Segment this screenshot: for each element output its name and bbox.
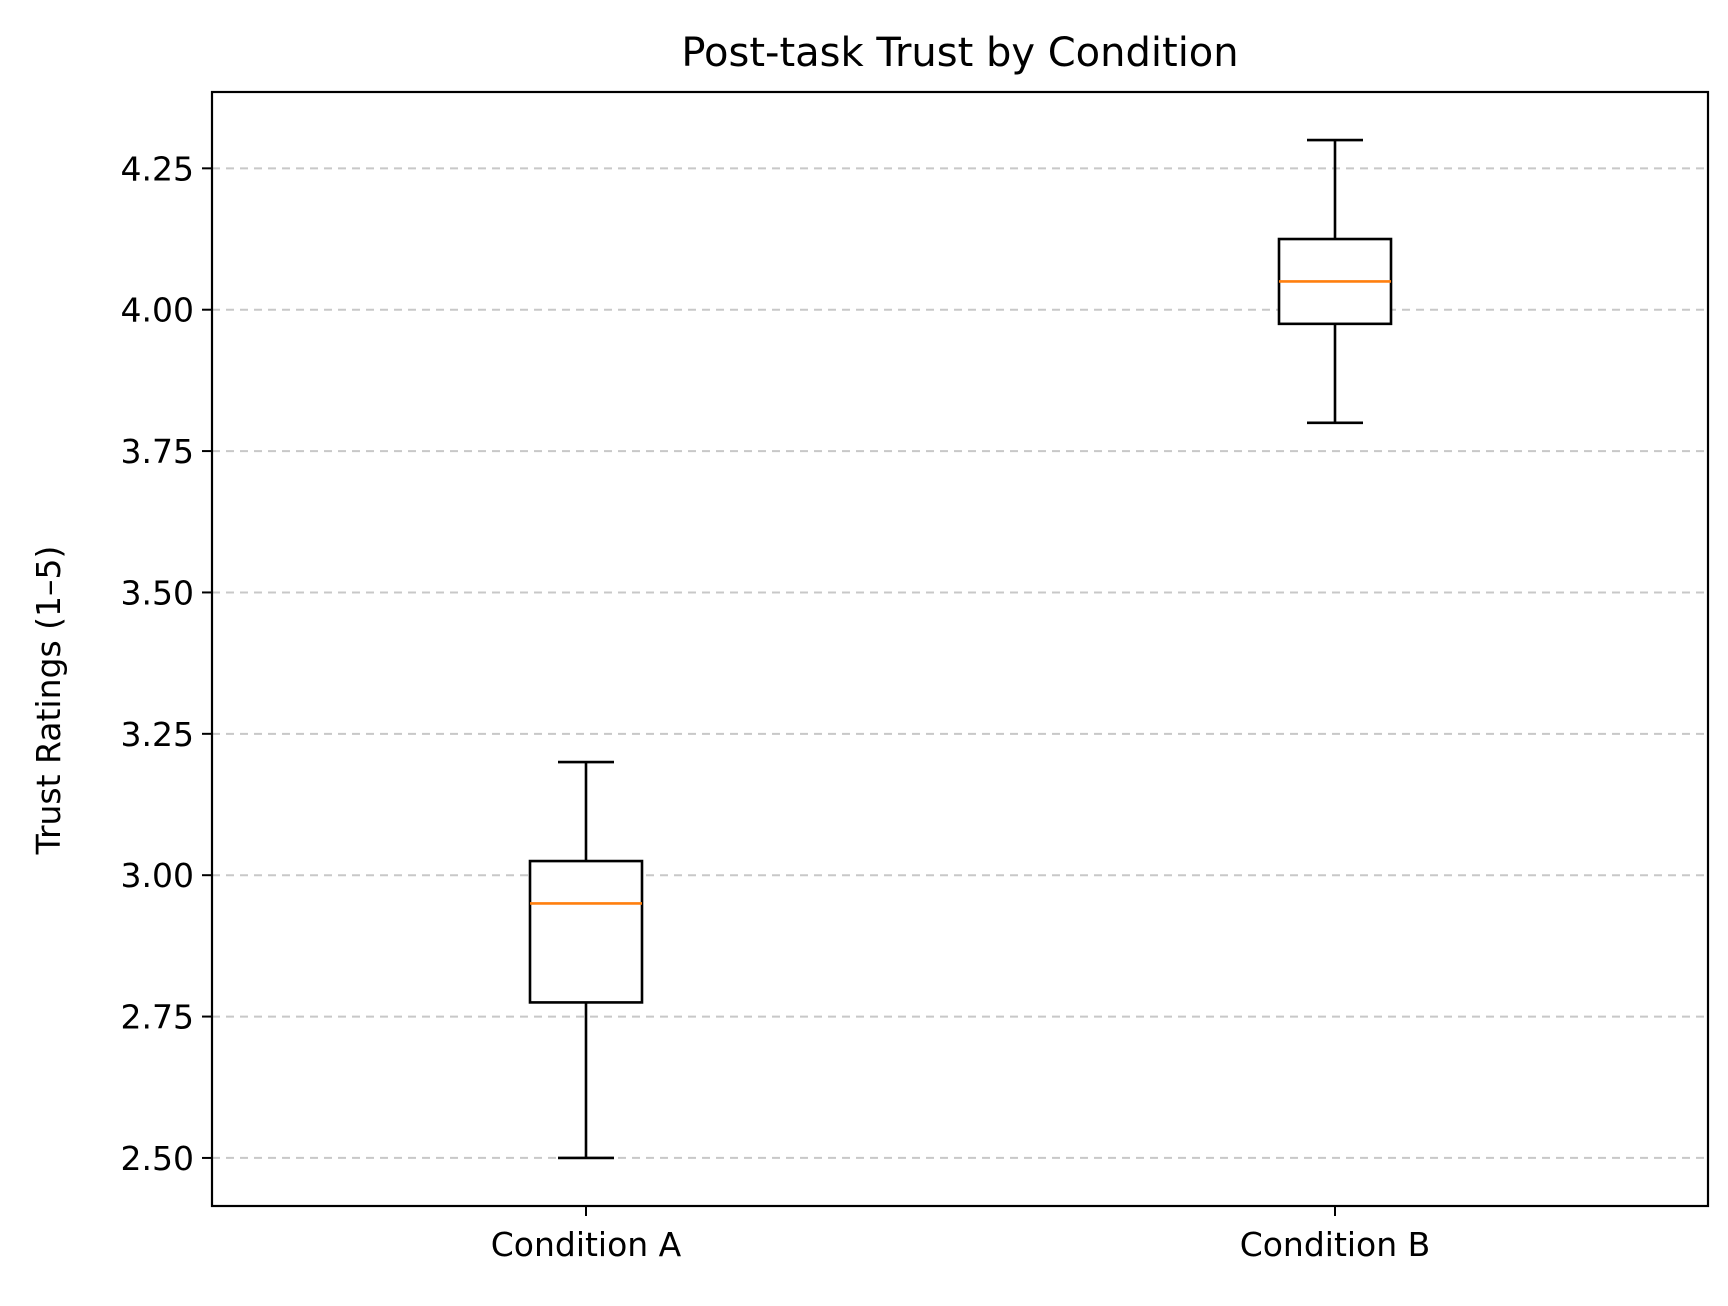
- y-tick-label: 4.25: [121, 149, 194, 188]
- chart-title: Post-task Trust by Condition: [681, 30, 1238, 76]
- y-tick-label: 3.75: [121, 432, 194, 471]
- box-plots: [528, 138, 1393, 1160]
- box-plot: [528, 760, 644, 1160]
- y-axis-label: Trust Ratings (1–5): [29, 546, 68, 856]
- plot-frame: [210, 90, 1710, 1208]
- y-axis-ticks: 2.50 2.75 3.00 3.25 3.50 3.75 4.00 4.25: [121, 149, 212, 1178]
- y-tick-label: 3.25: [121, 715, 194, 754]
- grid-lines: [212, 167, 1708, 1159]
- y-tick-label: 2.50: [121, 1139, 194, 1178]
- box-plot: [1277, 138, 1393, 425]
- y-tick-label: 3.00: [121, 856, 194, 895]
- iqr-box: [528, 859, 644, 1004]
- x-tick-label: Condition B: [1240, 1225, 1431, 1264]
- y-tick-label: 2.75: [121, 998, 194, 1037]
- x-tick-label: Condition A: [491, 1225, 682, 1264]
- x-axis-ticks: Condition A Condition B: [491, 1206, 1431, 1264]
- y-tick-label: 3.50: [121, 573, 194, 612]
- y-tick-label: 4.00: [121, 291, 194, 330]
